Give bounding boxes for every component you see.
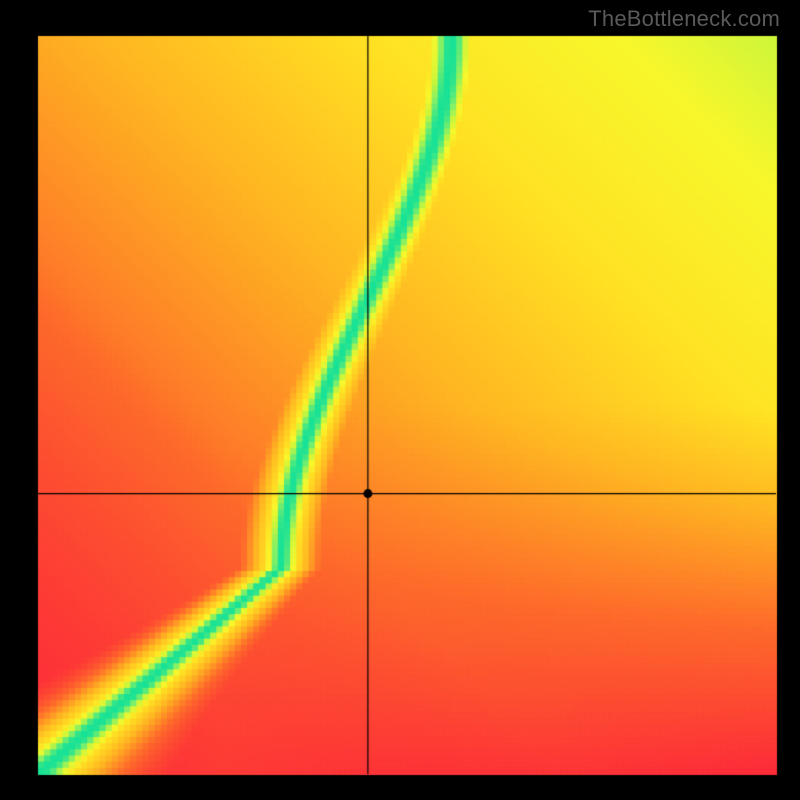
crosshair-overlay bbox=[0, 0, 800, 800]
watermark-label: TheBottleneck.com bbox=[588, 6, 780, 32]
chart-container: TheBottleneck.com bbox=[0, 0, 800, 800]
